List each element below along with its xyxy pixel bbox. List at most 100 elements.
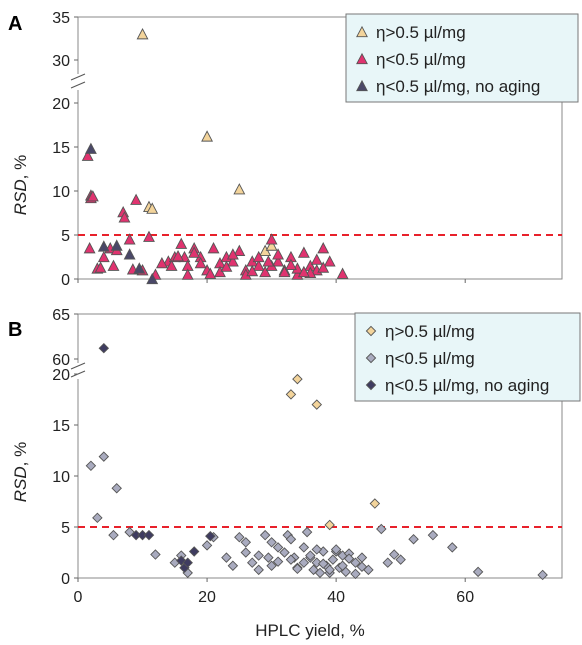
legend-label: η<0.5 µl/mg xyxy=(376,50,466,69)
y-axis-label-unit: , % xyxy=(11,442,30,467)
data-point xyxy=(259,529,271,541)
data-point xyxy=(146,272,159,285)
data-point xyxy=(310,253,323,265)
legend-label: η>0.5 µl/mg xyxy=(385,322,475,341)
plot-frame xyxy=(77,16,563,280)
series-1 xyxy=(285,373,381,531)
data-point xyxy=(226,255,239,267)
data-point xyxy=(201,130,214,142)
data-point xyxy=(110,239,123,251)
data-point xyxy=(123,248,136,260)
data-point xyxy=(97,250,110,263)
axis-break xyxy=(70,362,86,379)
panel-letter: A xyxy=(8,13,22,35)
data-point xyxy=(92,512,103,524)
panel-a: A 0 5 10 15 20 30 35 RSD, % η>0.5 µl/mg η<0.5 µl/m… xyxy=(8,10,579,289)
x-axis-label: HPLC yield, % xyxy=(255,621,365,640)
legend-box xyxy=(345,13,579,103)
data-point xyxy=(314,567,326,579)
data-point xyxy=(124,526,135,538)
data-point xyxy=(172,249,184,262)
legend: η>0.5 µl/mg η<0.5 µl/mg η<0.5 µl/mg, no ag… xyxy=(354,312,581,402)
data-point xyxy=(317,242,330,254)
y-tick-label: 0 xyxy=(61,272,70,289)
data-point xyxy=(278,265,291,278)
data-point xyxy=(272,556,284,567)
data-point xyxy=(472,566,484,578)
data-point xyxy=(247,557,258,568)
data-point xyxy=(285,258,297,271)
data-point xyxy=(94,261,107,273)
data-point xyxy=(537,569,548,581)
data-point xyxy=(240,537,252,548)
data-point xyxy=(323,255,336,267)
data-point xyxy=(165,259,178,271)
data-point xyxy=(324,519,335,531)
y-tick-label: 20 xyxy=(52,367,70,384)
data-point xyxy=(327,554,339,565)
series-1 xyxy=(136,28,278,256)
data-point xyxy=(234,531,245,543)
data-point xyxy=(285,554,297,565)
data-point xyxy=(118,211,131,223)
data-point xyxy=(336,267,349,279)
data-point xyxy=(246,264,259,277)
axis-break-gap xyxy=(72,74,84,90)
data-point xyxy=(369,498,381,509)
data-point xyxy=(133,262,146,274)
x-ticks: 0 20 40 60 xyxy=(74,578,474,606)
data-point xyxy=(143,529,155,541)
panel-letter: B xyxy=(8,319,22,341)
data-point xyxy=(343,553,355,564)
data-point xyxy=(226,248,239,260)
data-point xyxy=(107,259,120,271)
y-axis-label-main: RSD xyxy=(11,179,30,215)
data-point xyxy=(204,267,217,279)
data-point xyxy=(356,561,368,573)
data-point xyxy=(176,555,187,566)
data-point xyxy=(330,544,342,555)
series-3 xyxy=(98,342,216,574)
data-point xyxy=(123,233,136,245)
axis-break-gap xyxy=(72,363,84,379)
data-point xyxy=(297,265,310,278)
y-tick-label: 5 xyxy=(61,520,70,537)
data-point xyxy=(311,399,323,410)
axis-break-mark xyxy=(70,362,86,370)
data-point xyxy=(266,560,277,571)
data-point xyxy=(265,239,278,251)
series-3 xyxy=(84,142,159,285)
data-point xyxy=(150,549,161,560)
data-point xyxy=(83,242,96,254)
data-point xyxy=(272,542,284,553)
data-point xyxy=(227,560,239,571)
axis-break xyxy=(70,73,86,90)
data-point xyxy=(297,246,310,258)
data-point xyxy=(447,542,458,553)
legend-marker xyxy=(356,79,368,92)
data-point xyxy=(194,256,207,269)
y-tick-label: 0 xyxy=(61,571,70,588)
data-point xyxy=(253,564,264,576)
data-point xyxy=(136,28,149,40)
data-point xyxy=(382,557,393,568)
data-point xyxy=(308,564,319,576)
legend-box xyxy=(354,312,581,402)
data-point xyxy=(350,568,361,580)
data-point xyxy=(98,451,110,462)
legend-label: η>0.5 µl/mg xyxy=(376,23,466,42)
data-point xyxy=(298,542,310,553)
x-tick-label: 40 xyxy=(327,589,345,606)
data-point xyxy=(85,460,97,472)
data-point xyxy=(285,389,297,400)
axis-break-mark xyxy=(70,81,86,89)
data-point xyxy=(279,547,290,558)
data-point xyxy=(97,240,110,252)
legend-marker xyxy=(365,352,377,364)
data-point xyxy=(408,534,419,545)
data-point xyxy=(262,255,275,267)
data-point xyxy=(111,483,122,494)
data-point xyxy=(427,529,439,541)
data-point xyxy=(188,546,200,557)
